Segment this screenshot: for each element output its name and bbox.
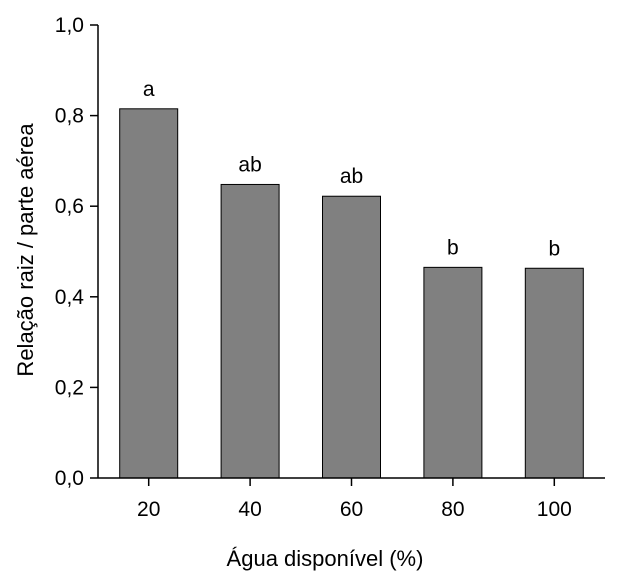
x-axis-ticks: 20 40 60 80 100	[137, 478, 572, 521]
bar	[322, 195, 381, 479]
x-tick-label: 40	[238, 498, 261, 521]
bar-data-label: b	[548, 237, 560, 260]
y-tick-label: 0,8	[55, 105, 84, 128]
bar-data-label: ab	[340, 165, 363, 188]
bar-data-label: a	[143, 78, 155, 101]
y-axis-title: Relação raiz / parte aérea	[13, 123, 38, 377]
y-tick-label: 1,0	[55, 14, 84, 37]
bar	[423, 266, 483, 479]
bar	[524, 267, 584, 479]
x-tick-label: 20	[137, 498, 160, 521]
x-tick-label: 60	[340, 498, 363, 521]
bars	[119, 108, 584, 479]
x-tick-label: 80	[441, 498, 464, 521]
x-tick-label: 100	[537, 498, 572, 521]
bar	[119, 108, 179, 479]
y-tick-label: 0,6	[55, 195, 84, 218]
bar	[220, 183, 280, 479]
bar-significance-labels: a ab ab b b	[143, 78, 560, 260]
y-tick-label: 0,4	[55, 286, 85, 309]
bar-data-label: ab	[238, 153, 261, 176]
y-axis-ticks: 0,0 0,2 0,4 0,6 0,8 1,0	[55, 14, 98, 490]
bar-data-label: b	[447, 236, 459, 259]
plot-area: a ab ab b b 0,0 0,2 0,4 0,6 0,8 1,0 20 40 60 80 100	[55, 14, 605, 521]
y-tick-label: 0,0	[55, 467, 84, 490]
x-axis-title: Água disponível (%)	[227, 546, 424, 571]
y-tick-label: 0,2	[55, 376, 84, 399]
